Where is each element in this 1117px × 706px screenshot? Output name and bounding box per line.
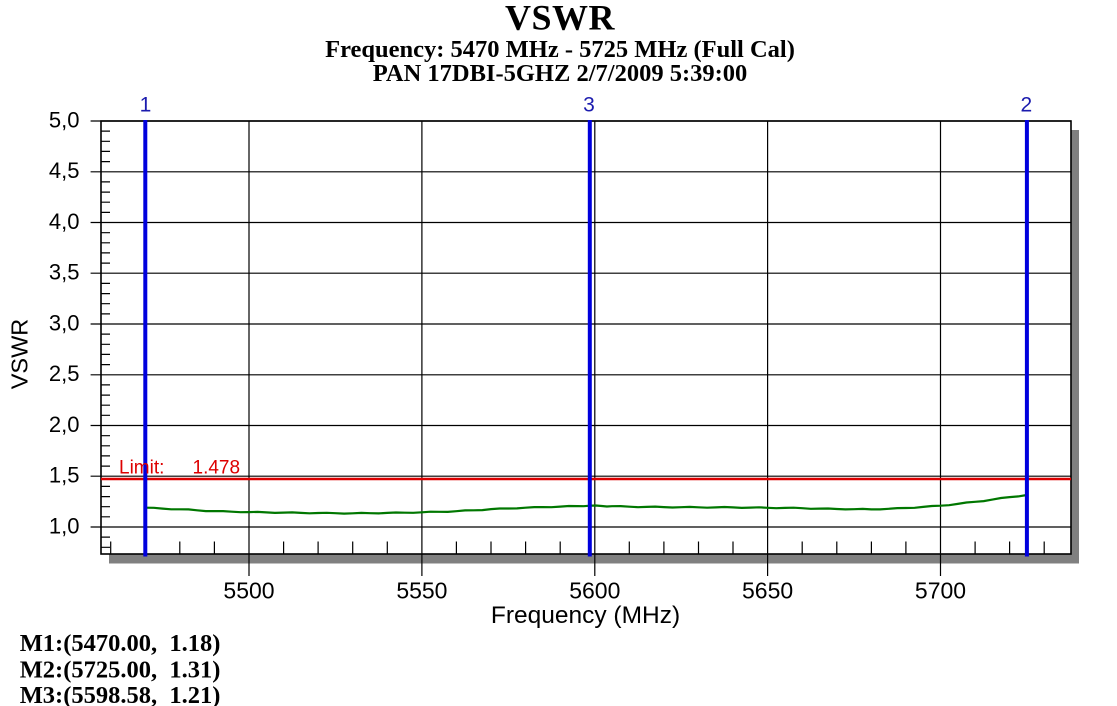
svg-text:5650: 5650	[742, 578, 793, 604]
svg-text:3,5: 3,5	[49, 260, 80, 285]
svg-text:4,0: 4,0	[49, 209, 80, 234]
svg-text:1,5: 1,5	[49, 463, 80, 488]
svg-text:Limit:: Limit:	[119, 458, 164, 479]
svg-text:Frequency (MHz): Frequency (MHz)	[491, 602, 680, 629]
svg-text:VSWR: VSWR	[6, 319, 32, 390]
svg-text:5700: 5700	[915, 578, 966, 604]
svg-text:PAN 17DBI-5GHZ 2/7/2009 5:39:0: PAN 17DBI-5GHZ 2/7/2009 5:39:00	[373, 60, 748, 87]
svg-text:5600: 5600	[569, 578, 620, 604]
svg-text:1.478: 1.478	[193, 458, 241, 479]
svg-text:2: 2	[1021, 94, 1033, 117]
svg-text:5550: 5550	[396, 578, 447, 604]
svg-text:3: 3	[583, 94, 595, 117]
svg-text:1,0: 1,0	[49, 513, 80, 538]
svg-text:3,0: 3,0	[49, 310, 80, 335]
svg-text:5,0: 5,0	[49, 107, 80, 132]
svg-text:2,5: 2,5	[49, 361, 80, 386]
svg-text:4,5: 4,5	[49, 158, 80, 183]
svg-text:2,0: 2,0	[49, 412, 80, 437]
svg-text:VSWR: VSWR	[505, 0, 616, 37]
svg-text:M1:(5470.00, 1.18): M1:(5470.00, 1.18)	[20, 630, 221, 657]
svg-text:1: 1	[140, 94, 152, 117]
svg-text:5500: 5500	[223, 578, 274, 604]
svg-text:Frequency: 5470 MHz - 5725 MHz: Frequency: 5470 MHz - 5725 MHz (Full Cal…	[325, 36, 795, 63]
svg-text:M2:(5725.00, 1.31): M2:(5725.00, 1.31)	[20, 656, 221, 683]
svg-text:M3:(5598.58, 1.21): M3:(5598.58, 1.21)	[20, 682, 221, 706]
